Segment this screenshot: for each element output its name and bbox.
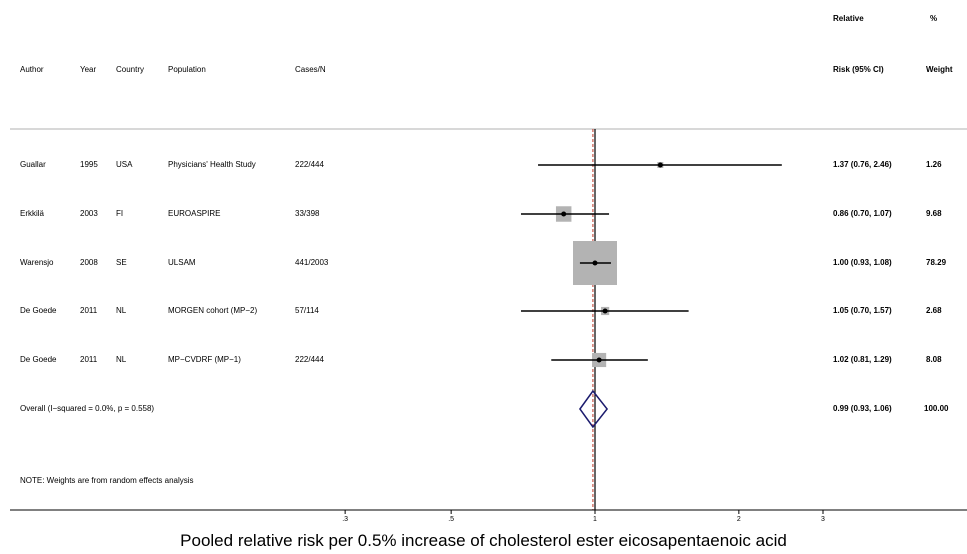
study-country: FI [116,209,124,218]
study-year: 2003 [80,209,98,218]
study-rr-ci: 1.37 (0.76, 2.46) [833,160,892,169]
x-tick-label: 1 [593,516,597,523]
overall-diamond [579,389,609,429]
header-population: Population [168,65,206,74]
header-risk-ci: Risk (95% CI) [833,65,884,74]
study-weight: 78.29 [926,258,947,267]
header-cases: Cases/N [295,65,326,74]
point-estimate [561,211,567,217]
header-relative: Relative [833,14,864,23]
study-cases: 222/444 [295,160,324,169]
overall-weight: 100.00 [924,404,949,413]
study-population: ULSAM [168,258,196,267]
study-weight: 8.08 [926,355,942,364]
weights-note: NOTE: Weights are from random effects an… [20,476,194,485]
study-country: SE [116,258,127,267]
study-year: 2011 [80,306,98,315]
header-weight: Weight [926,65,953,74]
overall-rr-ci: 0.99 (0.93, 1.06) [833,404,892,413]
point-estimate [657,162,663,168]
x-axis-label: Pooled relative risk per 0.5% increase o… [180,531,787,550]
point-estimate [596,357,602,363]
study-country: NL [116,306,127,315]
study-author: Warensjo [20,258,54,267]
point-estimate [592,260,598,266]
study-rr-ci: 1.02 (0.81, 1.29) [833,355,892,364]
study-cases: 441/2003 [295,258,329,267]
study-year: 1995 [80,160,98,169]
study-author: Erkkilä [20,209,45,218]
study-rr-ci: 0.86 (0.70, 1.07) [833,209,892,218]
study-population: EUROASPIRE [168,209,221,218]
study-weight: 1.26 [926,160,942,169]
study-year: 2011 [80,355,98,364]
study-cases: 33/398 [295,209,320,218]
study-author: De Goede [20,306,57,315]
x-tick-label: .3 [342,516,349,523]
header-country: Country [116,65,145,74]
x-tick-label: 2 [736,516,741,523]
header-author: Author [20,65,44,74]
study-cases: 222/444 [295,355,324,364]
point-estimate [602,308,608,314]
header-percent: % [930,14,938,23]
study-population: MORGEN cohort (MP−2) [168,306,258,315]
header-year: Year [80,65,97,74]
x-tick-label: 3 [821,516,825,523]
overall-label: Overall (I−squared = 0.0%, p = 0.558) [20,404,155,413]
study-population: MP−CVDRF (MP−1) [168,355,241,364]
study-weight: 2.68 [926,306,942,315]
study-year: 2008 [80,258,98,267]
study-rr-ci: 1.05 (0.70, 1.57) [833,306,892,315]
study-country: NL [116,355,127,364]
study-weight: 9.68 [926,209,942,218]
study-cases: 57/114 [295,306,319,315]
x-tick-label: .5 [448,516,455,523]
study-country: USA [116,160,133,169]
study-rr-ci: 1.00 (0.93, 1.08) [833,258,892,267]
study-author: De Goede [20,355,57,364]
study-author: Guallar [20,160,46,169]
study-population: Physicians' Health Study [168,160,256,169]
